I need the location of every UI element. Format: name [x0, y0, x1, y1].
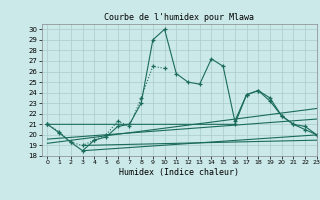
- Title: Courbe de l'humidex pour Mlawa: Courbe de l'humidex pour Mlawa: [104, 13, 254, 22]
- X-axis label: Humidex (Indice chaleur): Humidex (Indice chaleur): [119, 168, 239, 177]
